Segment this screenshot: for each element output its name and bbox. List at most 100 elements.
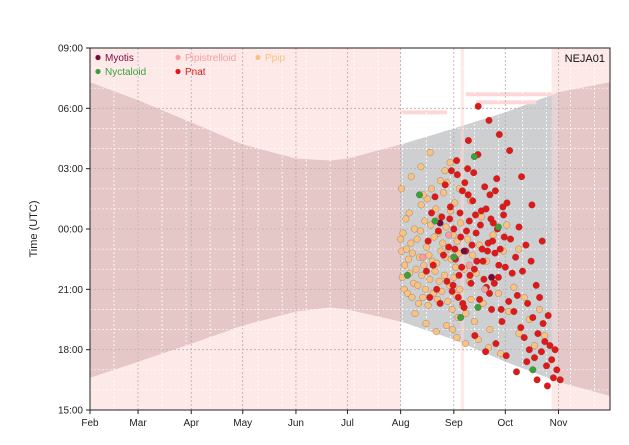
data-point bbox=[539, 320, 547, 328]
data-point bbox=[430, 233, 438, 241]
chart-background-layer bbox=[90, 48, 610, 410]
data-point bbox=[510, 283, 518, 291]
data-point bbox=[445, 231, 453, 239]
data-point bbox=[470, 318, 478, 326]
x-tick-label: May bbox=[233, 418, 252, 429]
data-point bbox=[397, 235, 405, 243]
data-point bbox=[485, 116, 493, 124]
data-point bbox=[420, 261, 428, 269]
data-point bbox=[465, 261, 473, 269]
data-point bbox=[446, 203, 454, 211]
data-point bbox=[403, 245, 411, 253]
data-point bbox=[470, 169, 478, 177]
data-point bbox=[513, 291, 521, 299]
data-point bbox=[520, 334, 528, 342]
data-point bbox=[422, 285, 430, 293]
data-point bbox=[435, 277, 443, 285]
legend-item-myotis: Myotis bbox=[95, 53, 134, 64]
series-pnat bbox=[422, 102, 564, 390]
data-point bbox=[476, 221, 484, 229]
data-point bbox=[439, 239, 447, 247]
data-point bbox=[467, 279, 475, 287]
y-tick-label: 15:00 bbox=[58, 406, 83, 417]
data-point bbox=[478, 213, 486, 221]
data-point bbox=[522, 241, 530, 249]
data-point bbox=[536, 293, 544, 301]
data-point bbox=[534, 330, 542, 338]
data-point bbox=[538, 237, 546, 245]
data-point bbox=[495, 130, 503, 138]
data-point bbox=[494, 223, 502, 231]
x-tick-label: Sep bbox=[445, 418, 463, 429]
data-point bbox=[456, 209, 464, 217]
data-point bbox=[529, 366, 537, 374]
data-point bbox=[481, 183, 489, 191]
data-point bbox=[401, 261, 409, 269]
data-point bbox=[422, 267, 430, 275]
data-point bbox=[402, 215, 410, 223]
data-point bbox=[450, 253, 458, 261]
data-point bbox=[398, 185, 406, 193]
data-point bbox=[461, 179, 469, 187]
data-point bbox=[508, 269, 516, 277]
data-point bbox=[440, 251, 448, 259]
data-point bbox=[491, 187, 499, 195]
data-point bbox=[553, 366, 561, 374]
data-point bbox=[501, 263, 509, 271]
data-point bbox=[428, 185, 436, 193]
data-point bbox=[419, 253, 427, 261]
data-point bbox=[422, 243, 430, 251]
series-pipistrelloid bbox=[419, 231, 489, 293]
data-point bbox=[496, 245, 504, 253]
x-tick-label: Nov bbox=[550, 418, 568, 429]
data-point bbox=[518, 173, 526, 181]
data-point bbox=[503, 221, 511, 229]
x-tick-label: Apr bbox=[183, 418, 199, 429]
data-point bbox=[468, 241, 476, 249]
data-point bbox=[433, 285, 441, 293]
data-point bbox=[426, 275, 434, 283]
data-point bbox=[424, 301, 432, 309]
data-point bbox=[428, 209, 436, 217]
panel-label: NEJA01 bbox=[565, 53, 605, 65]
legend-marker bbox=[175, 54, 181, 61]
data-point bbox=[457, 314, 465, 322]
data-point bbox=[449, 326, 457, 334]
data-point bbox=[424, 237, 432, 245]
x-tick-label: Aug bbox=[392, 418, 410, 429]
data-point bbox=[399, 229, 407, 237]
data-point bbox=[470, 153, 478, 161]
data-point bbox=[451, 199, 459, 207]
data-point bbox=[482, 205, 490, 213]
data-point bbox=[543, 382, 551, 390]
axes-layer: Feb Mar Apr May Jun Jul Aug Sep Oct Nov 15:00 18:00… bbox=[58, 44, 567, 430]
data-point bbox=[405, 255, 413, 263]
data-point bbox=[454, 293, 462, 301]
data-point bbox=[520, 293, 528, 301]
data-point bbox=[436, 177, 444, 185]
y-tick-label: 21:00 bbox=[58, 285, 83, 296]
data-point bbox=[524, 299, 532, 307]
data-point bbox=[413, 235, 421, 243]
data-point bbox=[453, 171, 461, 179]
data-point bbox=[457, 233, 465, 241]
legend-label: Pipistrelloid bbox=[185, 53, 236, 64]
data-point bbox=[467, 295, 475, 303]
data-point bbox=[488, 273, 496, 281]
data-point bbox=[405, 209, 413, 217]
data-point bbox=[464, 191, 472, 199]
no-record-period-2 bbox=[551, 48, 610, 410]
data-point bbox=[525, 346, 533, 354]
y-tick-label: 06:00 bbox=[58, 104, 83, 115]
data-point bbox=[512, 253, 520, 261]
data-point bbox=[495, 261, 503, 269]
data-point bbox=[464, 235, 472, 243]
legend-label: Nyctaloid bbox=[105, 67, 146, 78]
data-point bbox=[427, 221, 435, 229]
legend-item-nyctaloid: Nyctaloid bbox=[95, 67, 146, 78]
data-point bbox=[488, 305, 496, 313]
data-point bbox=[416, 227, 424, 235]
data-point bbox=[543, 362, 551, 370]
data-point bbox=[450, 225, 458, 233]
